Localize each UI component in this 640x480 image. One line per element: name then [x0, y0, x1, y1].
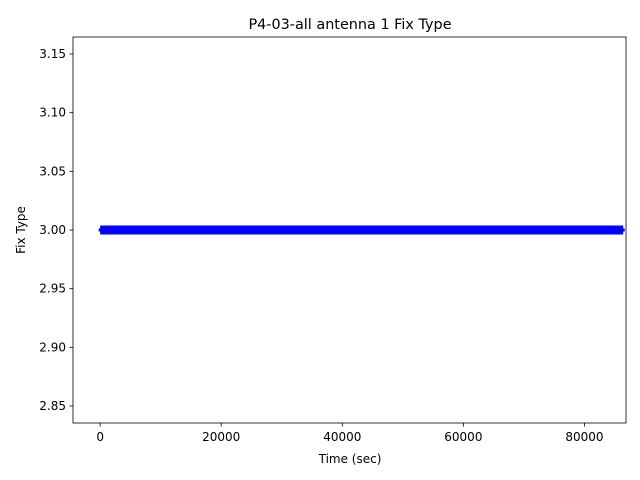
x-tick-label: 40000: [323, 430, 361, 444]
y-tick-label: 2.85: [39, 399, 66, 413]
y-tick-label: 2.95: [39, 282, 66, 296]
y-tick-label: 2.90: [39, 340, 66, 354]
y-axis-label: Fix Type: [14, 206, 28, 254]
y-tick-label: 3.05: [39, 164, 66, 178]
chart-title: P4-03-all antenna 1 Fix Type: [248, 17, 451, 33]
y-tick-label: 3.10: [39, 106, 66, 120]
y-tick-label: 3.15: [39, 47, 66, 61]
x-tick-label: 80000: [565, 430, 603, 444]
x-tick-label: 20000: [202, 430, 240, 444]
x-tick-label: 60000: [444, 430, 482, 444]
axes-frame: [72, 36, 627, 424]
x-axis-label: Time (sec): [318, 452, 382, 466]
y-tick-label: 3.00: [39, 223, 66, 237]
x-tick-label: 0: [96, 430, 104, 444]
